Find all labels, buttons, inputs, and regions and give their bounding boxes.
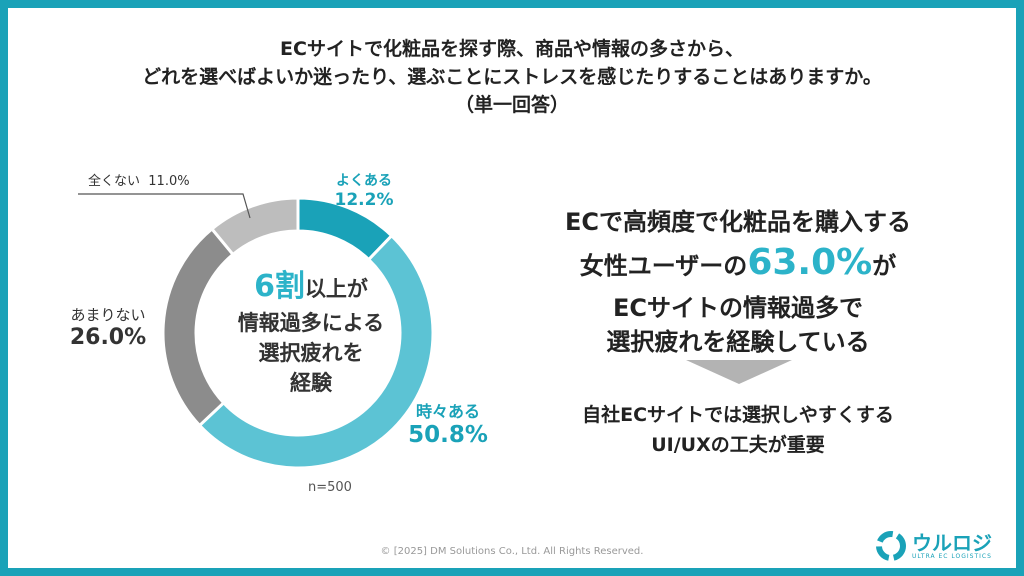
slice-label-yokuaru: よくある 12.2% [328, 170, 400, 210]
slice-label-tokidokiaru-name: 時々ある [415, 402, 480, 421]
conclusion-line-3: ECサイトの情報過多で [612, 294, 863, 322]
conclusion-line-2-pre: 女性ユーザーの [579, 252, 748, 280]
logo-name: ウルロジ [912, 531, 992, 555]
copyright: © [2025] DM Solutions Co., Ltd. All Righ… [380, 546, 644, 557]
conclusion-highlight: 63.0% [747, 242, 873, 283]
conclusion-line-2-post: が [872, 252, 897, 280]
conclusion-line-1: ECで高頻度で化粧品を購入する [564, 208, 911, 236]
recommendation-line-1: 自社ECサイトでは選択しやすくする [582, 404, 894, 426]
center-line-1-rest: 以上が [304, 277, 368, 301]
slice-label-zenkunai-name: 全くない [88, 174, 141, 189]
slice-label-yokuaru-value: 12.2% [334, 190, 394, 210]
slice-label-amarinai-value: 26.0% [69, 325, 147, 350]
slice-label-zenkunai-value: 11.0% [148, 174, 190, 189]
slice-tokidokiaru [197, 233, 435, 470]
recommendation-line-2: UI/UXの工夫が重要 [651, 434, 825, 456]
logo-mark-icon [876, 531, 906, 561]
slice-label-amarinai: あまりない 26.0% [58, 304, 158, 350]
logo: ウルロジ ULTRA EC LOGISTICS [874, 527, 1014, 567]
center-highlight: 6割 [254, 269, 305, 304]
center-line-2: 情報過多による [237, 311, 385, 335]
leader-line [78, 193, 251, 219]
conclusion-line-2: 女性ユーザーの63.0%が [508, 242, 968, 283]
slice-label-yokuaru-name: よくある [336, 173, 392, 189]
slice-zenkunai [209, 196, 300, 257]
sample-size: n=500 [308, 480, 352, 495]
slice-label-amarinai-name: あまりない [70, 306, 146, 324]
slice-label-tokidokiaru: 時々ある 50.8% [393, 398, 503, 448]
slice-label-tokidokiaru-value: 50.8% [408, 422, 488, 448]
logo-tagline: ULTRA EC LOGISTICS [912, 553, 992, 560]
down-arrow-icon [686, 360, 792, 384]
center-line-3: 選択疲れを [258, 341, 364, 365]
title-line-2: どれを選べばよいか迷ったり、選ぶことにストレスを感じたりすることはありますか。 [142, 66, 882, 88]
center-line-4: 経験 [290, 371, 332, 395]
center-line-1: 6割以上が [216, 272, 406, 304]
title-line-3: （単一回答） [454, 94, 569, 116]
slide: ECサイトで化粧品を探す際、商品や情報の多さから、 どれを選べばよいか迷ったり、… [8, 8, 1016, 568]
donut-chart [161, 196, 435, 470]
slice-label-zenkunai: 全くない 11.0% [88, 170, 190, 189]
title-line-1: ECサイトで化粧品を探す際、商品や情報の多さから、 [280, 38, 744, 60]
conclusion-line-4: 選択疲れを経験している [606, 328, 870, 356]
